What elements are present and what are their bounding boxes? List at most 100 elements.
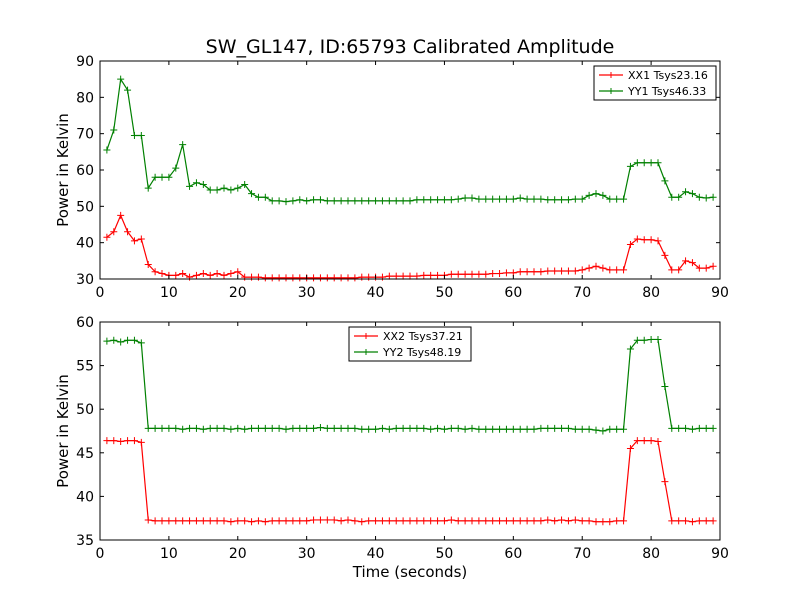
data-point-marker: [530, 425, 538, 433]
y-tick-label: 40: [76, 489, 94, 505]
data-point-marker: [179, 425, 187, 433]
data-point-marker: [530, 195, 538, 203]
data-point-marker: [502, 195, 510, 203]
data-point-marker: [702, 424, 710, 432]
data-point-marker: [461, 425, 469, 433]
x-tick-label: 60: [504, 285, 522, 301]
data-point-marker: [537, 195, 545, 203]
data-point-marker: [620, 195, 628, 203]
data-point-marker: [186, 424, 194, 432]
x-tick-label: 30: [298, 546, 316, 562]
data-point-marker: [709, 193, 717, 201]
data-point-marker: [475, 425, 483, 433]
data-point-marker: [537, 268, 545, 276]
data-point-marker: [578, 266, 586, 274]
data-point-marker: [702, 517, 710, 525]
data-point-marker: [496, 270, 504, 278]
data-point-marker: [482, 195, 490, 203]
data-point-marker: [213, 270, 221, 278]
data-point-marker: [571, 425, 579, 433]
data-point-marker: [461, 194, 469, 202]
data-point-marker: [654, 335, 662, 343]
data-point-marker: [310, 274, 318, 282]
legend-swatch-marker: [608, 72, 614, 78]
legend-swatch-marker: [608, 88, 614, 94]
data-point-marker: [110, 336, 118, 344]
data-point-marker: [303, 424, 311, 432]
data-point-marker: [165, 173, 173, 181]
data-point-marker: [675, 193, 683, 201]
data-point-marker: [234, 424, 242, 432]
x-tick-label: 0: [96, 285, 105, 301]
data-point-marker: [378, 197, 386, 205]
data-point-marker: [682, 257, 690, 265]
data-point-marker: [103, 437, 111, 445]
data-point-marker: [351, 197, 359, 205]
data-point-marker: [592, 518, 600, 526]
data-point-marker: [709, 517, 717, 525]
data-point-marker: [392, 197, 400, 205]
data-point-marker: [282, 274, 290, 282]
legend-box: [348, 326, 472, 362]
data-point-marker: [640, 159, 648, 167]
data-point-marker: [110, 126, 118, 134]
data-point-marker: [316, 424, 324, 432]
data-point-marker: [213, 186, 221, 194]
data-point-marker: [709, 424, 717, 432]
x-tick-label: 90: [711, 546, 729, 562]
data-point-marker: [551, 196, 559, 204]
data-point-marker: [558, 196, 566, 204]
data-point-marker: [130, 336, 138, 344]
data-point-marker: [613, 195, 621, 203]
data-point-marker: [661, 251, 669, 259]
data-point-marker: [413, 272, 421, 280]
data-point-marker: [220, 271, 228, 279]
y-tick-label: 50: [76, 402, 94, 418]
legend-entry-label: YY2 Tsys48.19: [382, 346, 461, 359]
data-point-marker: [248, 273, 256, 281]
data-point-marker: [661, 177, 669, 185]
data-point-marker: [323, 197, 331, 205]
data-point-marker: [144, 184, 152, 192]
data-point-marker: [682, 517, 690, 525]
data-point-marker: [316, 516, 324, 524]
x-axis-label: Time (seconds): [352, 563, 468, 581]
data-point-marker: [372, 517, 380, 525]
data-point-marker: [420, 517, 428, 525]
data-point-marker: [420, 424, 428, 432]
data-point-marker: [275, 517, 283, 525]
data-point-marker: [509, 517, 517, 525]
data-point-marker: [323, 274, 331, 282]
data-point-marker: [613, 425, 621, 433]
data-point-marker: [151, 517, 159, 525]
data-point-marker: [399, 197, 407, 205]
data-point-marker: [633, 235, 641, 243]
data-point-marker: [227, 425, 235, 433]
data-point-marker: [186, 517, 194, 525]
data-point-marker: [344, 197, 352, 205]
data-point-marker: [248, 518, 256, 526]
data-point-marker: [454, 270, 462, 278]
data-point-marker: [447, 424, 455, 432]
data-point-marker: [551, 267, 559, 275]
data-point-marker: [165, 424, 173, 432]
data-point-marker: [647, 335, 655, 343]
data-point-marker: [606, 195, 614, 203]
x-tick-label: 50: [436, 285, 454, 301]
x-tick-label: 0: [96, 546, 105, 562]
data-point-marker: [330, 516, 338, 524]
data-point-marker: [702, 264, 710, 272]
data-point-marker: [179, 141, 187, 149]
data-point-marker: [151, 173, 159, 181]
x-tick-label: 70: [573, 546, 591, 562]
data-point-marker: [378, 273, 386, 281]
data-point-marker: [654, 437, 662, 445]
data-point-marker: [647, 236, 655, 244]
data-point-marker: [254, 273, 262, 281]
data-point-marker: [186, 182, 194, 190]
data-point-marker: [606, 266, 614, 274]
data-point-marker: [385, 197, 393, 205]
x-tick-label: 10: [160, 285, 178, 301]
data-point-marker: [227, 518, 235, 526]
